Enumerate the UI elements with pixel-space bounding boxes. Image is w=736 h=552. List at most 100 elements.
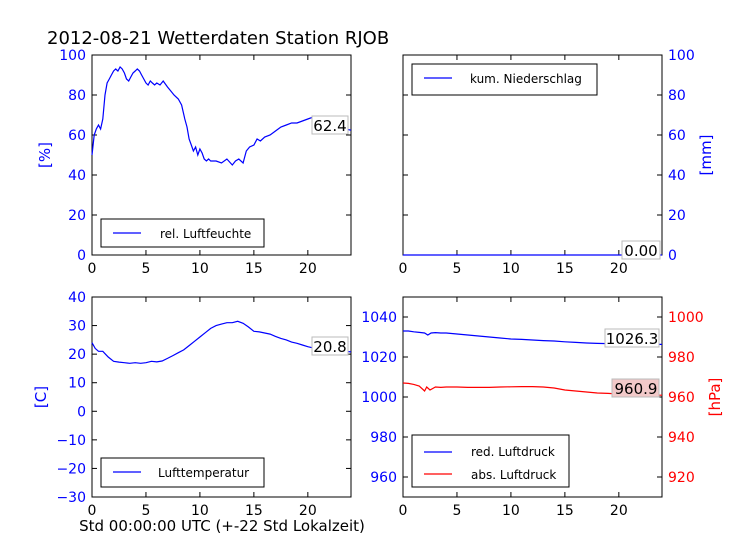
y-tick-label: 40 <box>68 290 86 306</box>
y-tick-label-right: 920 <box>668 470 695 486</box>
y-axis-label: [%] <box>36 142 54 168</box>
last-value-badge: 20.8 <box>311 336 349 356</box>
x-tick-label: 5 <box>452 261 461 277</box>
legend-label: red. Luftdruck <box>471 445 555 459</box>
x-tick-label: 20 <box>299 261 317 277</box>
y-tick-label-right: 940 <box>668 430 695 446</box>
y-axis-ticks: −30 −20 −10 0 10 20 30 40 <box>56 290 351 506</box>
y-axis-label-right: [hPa] <box>706 378 724 417</box>
y-tick-label: 960 <box>370 470 397 486</box>
last-value-text: 960.9 <box>615 380 658 398</box>
last-value-box <box>604 328 660 348</box>
series-line-lufttemperatur <box>91 320 352 364</box>
panel-temperature: −30 −20 −10 0 10 20 30 40 0 5 10 15 20 [C] Std 00:0… <box>32 290 365 535</box>
series-group <box>91 320 352 364</box>
y-tick-label: 60 <box>668 128 686 144</box>
last-value-badge-red-luftdruck: 1026.3 <box>604 328 660 348</box>
y-tick-label: 40 <box>68 168 86 184</box>
x-tick-label: 0 <box>88 261 97 277</box>
y-tick-label: 20 <box>68 347 86 363</box>
y-tick-label: 1040 <box>361 310 397 326</box>
y-tick-label: 30 <box>68 319 86 335</box>
plot-frame <box>91 296 352 498</box>
y-tick-label: −30 <box>56 490 86 506</box>
last-value-text: 62.4 <box>313 117 346 135</box>
x-tick-label: 15 <box>245 503 263 519</box>
last-value-box <box>311 336 349 356</box>
legend-label: kum. Niederschlag <box>470 72 582 86</box>
series-line-rel-luftfeuchte <box>91 66 352 166</box>
y-axis-label: [C] <box>32 386 50 408</box>
y-tick-label-right: 960 <box>668 390 695 406</box>
y-tick-label: 1020 <box>361 350 397 366</box>
x-tick-label: 15 <box>556 261 574 277</box>
x-tick-label: 20 <box>299 503 317 519</box>
y-tick-label: 100 <box>59 48 86 64</box>
last-value-text: 1026.3 <box>606 330 659 348</box>
x-axis-ticks: 0 5 10 15 20 <box>399 297 628 519</box>
y-tick-label: 10 <box>68 376 86 392</box>
y-tick-label: 0 <box>77 404 86 420</box>
y-tick-label: 80 <box>668 88 686 104</box>
legend-label: Lufttemperatur <box>158 466 249 480</box>
last-value-box <box>311 115 349 135</box>
y-tick-label: 980 <box>370 430 397 446</box>
y-tick-label: 60 <box>68 128 86 144</box>
x-tick-label: 15 <box>245 261 263 277</box>
y-axis-label-right: [mm] <box>697 135 715 176</box>
y-tick-label-right: 980 <box>668 350 695 366</box>
x-tick-label: 0 <box>399 503 408 519</box>
last-value-box <box>621 240 661 260</box>
legend-label: abs. Luftdruck <box>471 468 556 482</box>
panel-humidity: 0 20 40 60 80 100 0 5 10 15 20 [%] 62.4 rel. Luft… <box>36 48 352 277</box>
x-tick-label: 5 <box>452 503 461 519</box>
x-axis-label: Std 00:00:00 UTC (+-22 Std Lokalzeit) <box>79 517 365 535</box>
y-tick-label: 1000 <box>361 390 397 406</box>
x-tick-label: 10 <box>502 503 520 519</box>
y-tick-label: 20 <box>668 208 686 224</box>
panel-precipitation: 0 20 40 60 80 100 0 5 10 15 20 [mm] 0.00 kum. Nie… <box>399 48 715 277</box>
y-tick-label: 100 <box>668 48 695 64</box>
series-group <box>91 66 352 166</box>
legend-label: rel. Luftfeuchte <box>160 227 251 241</box>
y-tick-label: 40 <box>668 168 686 184</box>
legend: rel. Luftfeuchte <box>100 218 265 248</box>
x-tick-label: 15 <box>556 503 574 519</box>
last-value-box <box>611 378 660 398</box>
legend-box <box>411 63 598 96</box>
legend: kum. Niederschlag <box>411 63 598 96</box>
y-axis-ticks-right: 0 20 40 60 80 100 <box>403 48 695 264</box>
y-tick-label-right: 1000 <box>668 310 704 326</box>
legend-box <box>411 434 570 488</box>
x-tick-label: 20 <box>610 261 628 277</box>
y-tick-label: −10 <box>56 433 86 449</box>
legend: red. Luftdruck abs. Luftdruck <box>411 434 570 488</box>
x-tick-label: 5 <box>141 261 150 277</box>
legend: Lufttemperatur <box>100 457 265 488</box>
y-tick-label: −20 <box>56 461 86 477</box>
x-axis-ticks: 0 5 10 15 20 <box>88 55 317 277</box>
y-axis-ticks-right: 920 940 960 980 1000 <box>657 310 704 486</box>
y-axis-ticks-left: 960 980 1000 1020 1040 <box>361 310 662 486</box>
x-axis-ticks: 0 5 10 15 20 <box>399 55 628 277</box>
x-tick-label: 5 <box>141 503 150 519</box>
y-tick-label: 0 <box>77 248 86 264</box>
last-value-badge: 0.00 <box>621 240 661 260</box>
last-value-badge-abs-luftdruck: 960.9 <box>611 378 660 398</box>
x-tick-label: 10 <box>191 261 209 277</box>
x-tick-label: 0 <box>88 503 97 519</box>
last-value-text: 20.8 <box>313 338 346 356</box>
series-line-abs-luftdruck <box>402 382 662 396</box>
y-tick-label: 0 <box>668 248 677 264</box>
last-value-badge: 62.4 <box>311 115 349 135</box>
x-tick-label: 0 <box>399 261 408 277</box>
x-axis-ticks: 0 5 10 15 20 <box>88 297 317 519</box>
x-tick-label: 20 <box>610 503 628 519</box>
last-value-text: 0.00 <box>624 242 657 260</box>
x-tick-label: 10 <box>502 261 520 277</box>
y-tick-label: 20 <box>68 208 86 224</box>
y-axis-ticks: 0 20 40 60 80 100 <box>59 48 351 264</box>
y-tick-label: 80 <box>68 88 86 104</box>
